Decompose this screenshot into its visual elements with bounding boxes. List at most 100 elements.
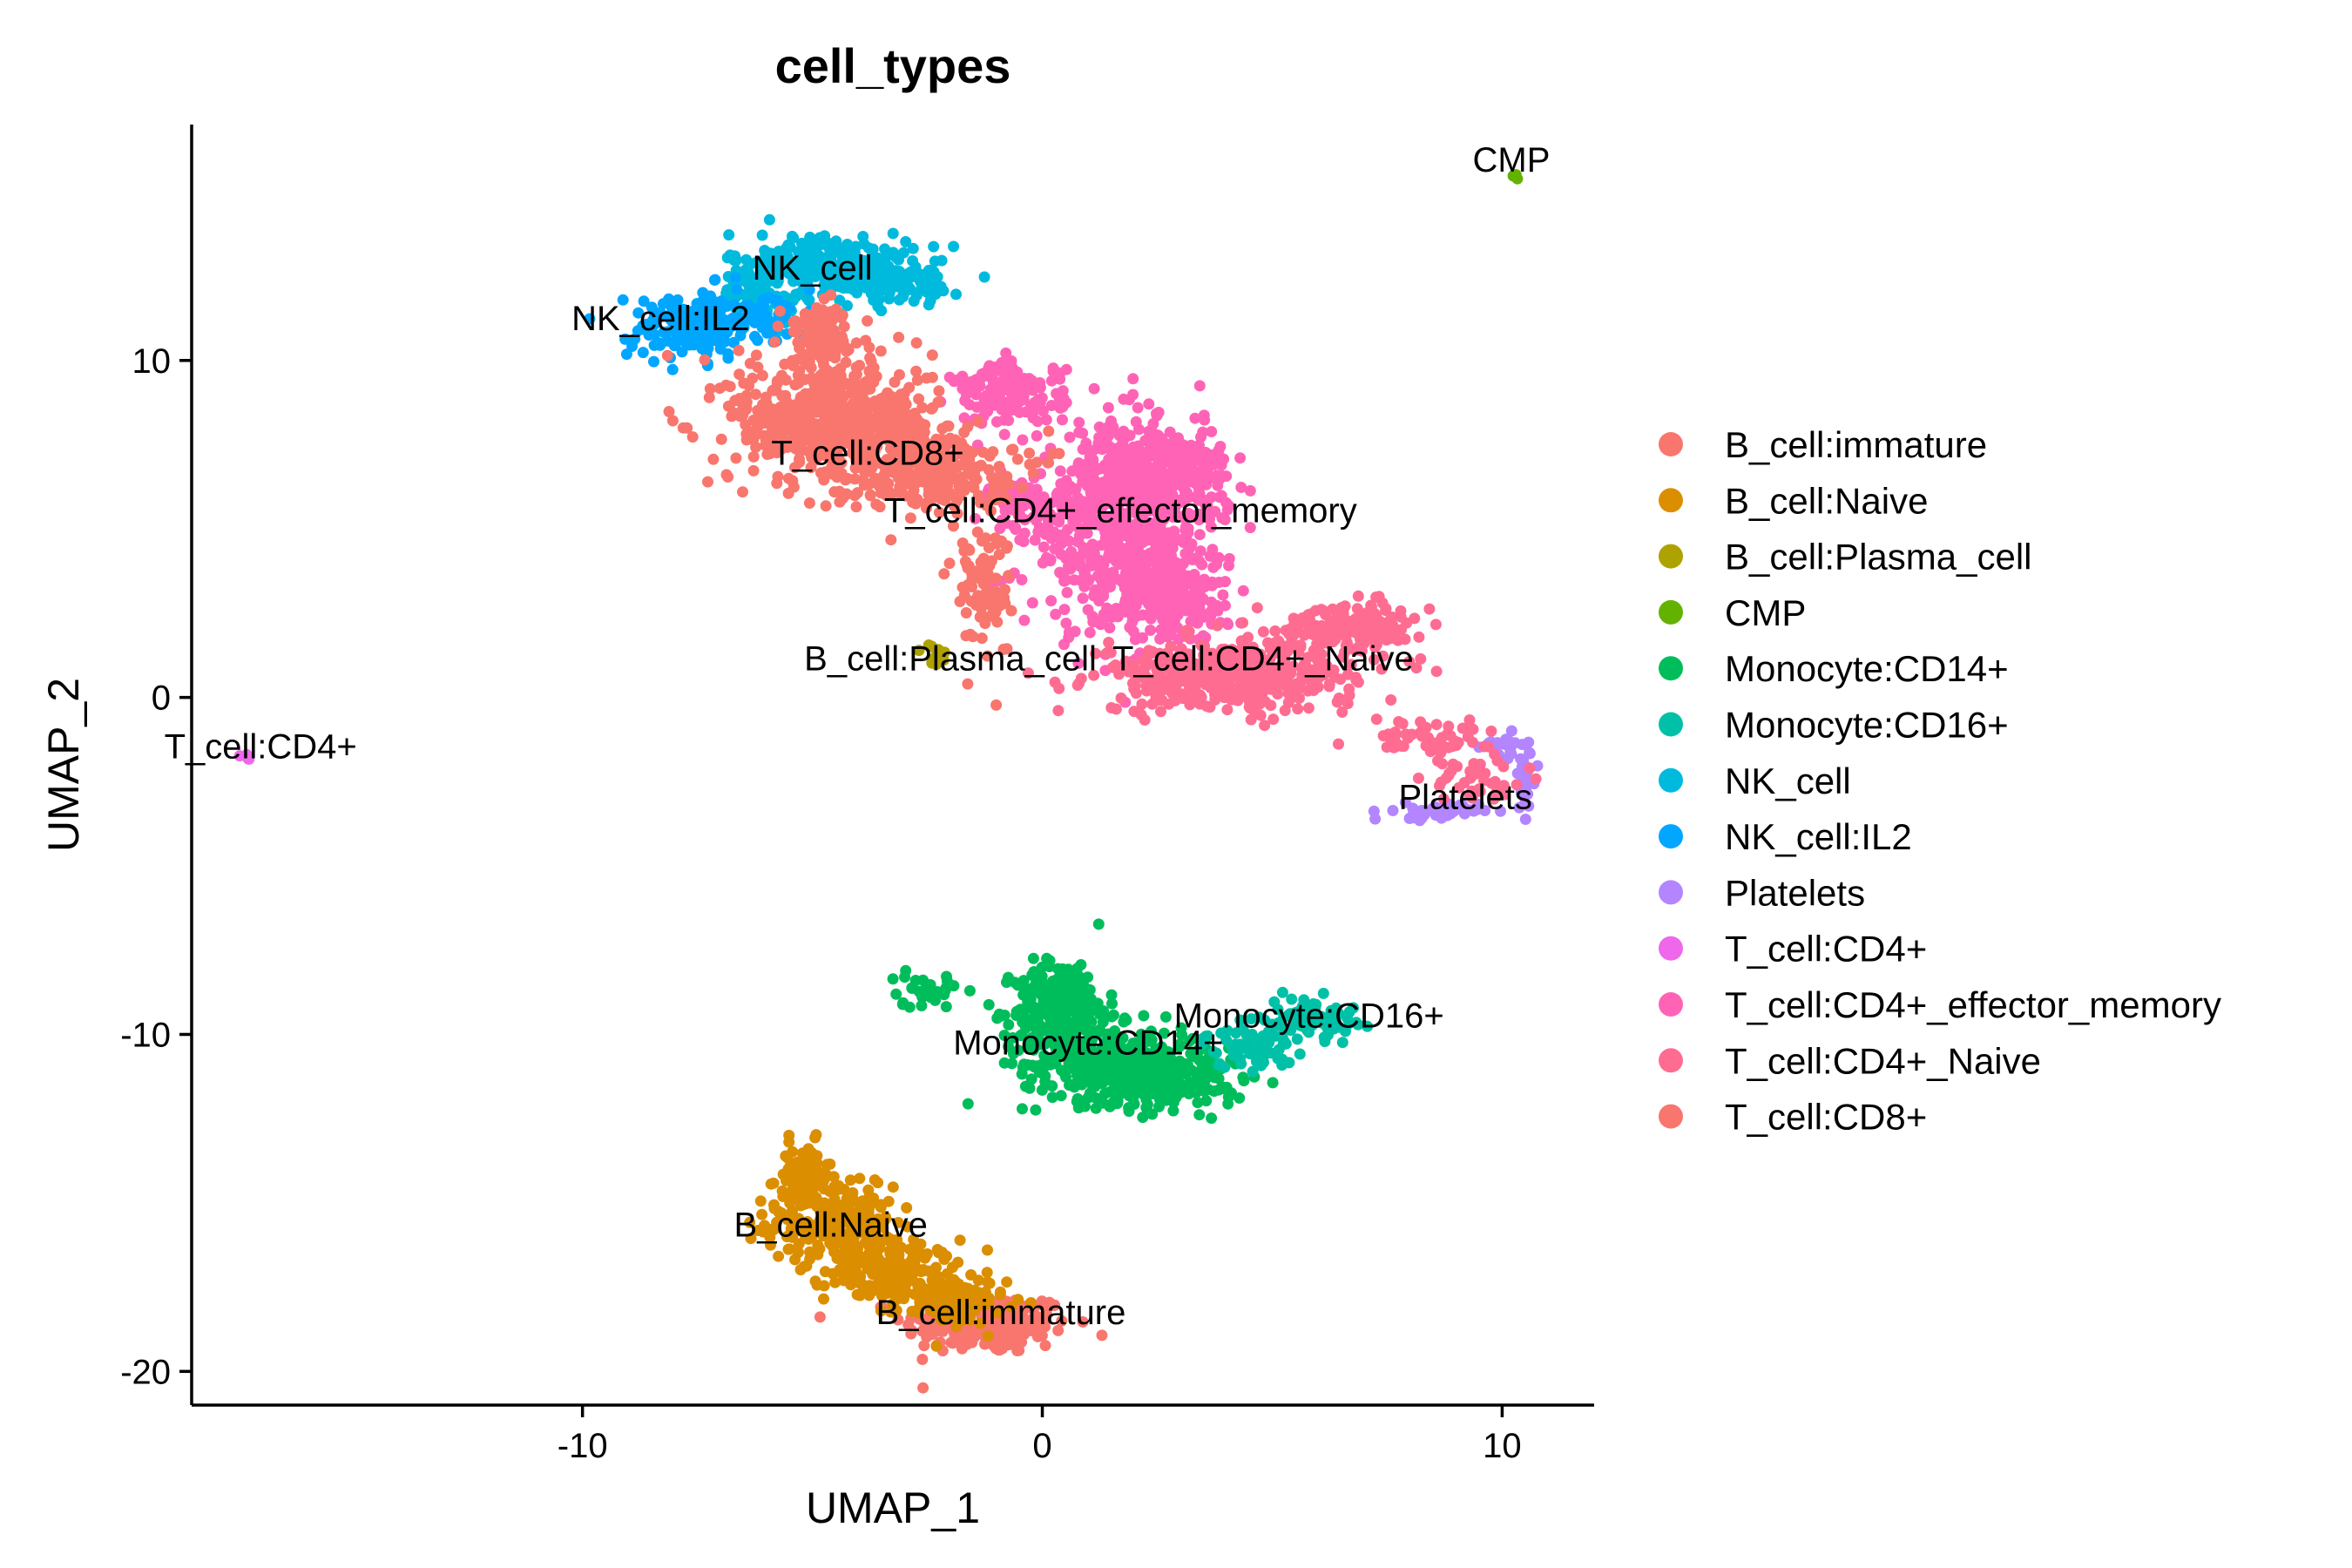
data-point [1372, 614, 1384, 626]
data-point [1196, 558, 1208, 571]
data-point [1017, 434, 1029, 446]
data-point [949, 1329, 961, 1342]
data-point [1174, 592, 1186, 605]
data-point [928, 240, 940, 253]
data-point [1227, 1050, 1240, 1062]
data-point [814, 232, 826, 244]
data-point [1183, 625, 1195, 638]
data-point [948, 240, 960, 253]
data-point [1117, 429, 1129, 442]
data-point [1123, 1105, 1135, 1118]
data-point [910, 337, 923, 349]
data-point [987, 1339, 999, 1351]
data-point [1385, 694, 1397, 706]
data-point [1168, 578, 1179, 590]
data-point [1079, 463, 1092, 476]
data-point [1028, 1311, 1040, 1323]
data-point [1084, 626, 1096, 639]
data-point [1077, 1316, 1089, 1328]
data-point [875, 345, 887, 357]
data-point [1040, 1305, 1052, 1317]
data-point [1034, 397, 1046, 409]
data-point [904, 283, 916, 295]
data-point [781, 1174, 792, 1186]
data-point [776, 369, 787, 382]
data-point [1013, 1330, 1025, 1342]
data-point [1115, 692, 1127, 704]
data-point [752, 335, 764, 347]
data-point [896, 1265, 908, 1277]
data-point [1021, 382, 1033, 394]
data-point [916, 990, 928, 1001]
data-point [1087, 444, 1099, 456]
data-point [750, 349, 762, 362]
data-point [1031, 1322, 1044, 1335]
data-point [940, 1001, 952, 1013]
data-point [1269, 625, 1281, 637]
data-point [1048, 1300, 1060, 1312]
data-point [845, 1257, 857, 1269]
data-point [921, 1248, 933, 1260]
data-point [1026, 406, 1038, 417]
data-point [1139, 435, 1152, 447]
data-point [1179, 548, 1192, 559]
data-point [1101, 602, 1113, 614]
data-point [814, 1214, 826, 1227]
series-b-cell-naive [744, 1129, 1037, 1352]
data-point [1336, 1037, 1348, 1049]
data-point [872, 287, 883, 300]
data-point [1402, 729, 1414, 741]
data-point [807, 1186, 819, 1199]
data-point [828, 1171, 840, 1183]
data-point [1102, 402, 1114, 414]
data-point [1077, 592, 1089, 605]
data-point [661, 349, 673, 362]
data-point [1333, 738, 1344, 750]
data-point [1073, 678, 1085, 690]
data-point [956, 1342, 968, 1355]
data-point [1093, 463, 1105, 475]
data-point [918, 1325, 929, 1337]
data-point [1166, 458, 1178, 470]
data-point [1037, 557, 1049, 569]
data-point [907, 242, 919, 254]
data-point [1096, 1329, 1108, 1342]
data-point [729, 272, 741, 284]
data-point [1497, 760, 1510, 773]
data-point [818, 1293, 829, 1305]
data-point [707, 453, 720, 465]
data-point [1078, 542, 1090, 553]
data-point [1252, 687, 1264, 700]
data-point [1110, 703, 1122, 715]
data-point [910, 365, 923, 377]
data-point [965, 1269, 977, 1281]
data-point [1152, 457, 1164, 470]
data-point [1193, 529, 1206, 541]
data-point [855, 1276, 867, 1288]
data-point [978, 271, 990, 283]
data-point [626, 341, 639, 352]
data-point [1294, 1048, 1306, 1060]
data-point [1166, 1089, 1178, 1101]
data-point [1212, 605, 1224, 617]
data-point [1193, 380, 1206, 392]
data-point [916, 274, 928, 286]
data-point [1465, 722, 1477, 734]
data-point [637, 347, 649, 359]
data-point [1176, 481, 1188, 493]
data-point [1143, 398, 1155, 410]
data-point [1163, 478, 1175, 490]
data-point [966, 1327, 978, 1339]
data-point [841, 1203, 854, 1215]
data-point [852, 1243, 863, 1255]
data-point [1092, 997, 1104, 1010]
data-point [1226, 693, 1238, 706]
data-point [1315, 619, 1328, 632]
data-point [1120, 1073, 1132, 1085]
data-point [1524, 762, 1536, 774]
data-point [769, 1222, 781, 1234]
data-point [797, 1224, 809, 1236]
data-point [866, 422, 878, 434]
data-point [1041, 952, 1053, 964]
data-point [703, 391, 715, 403]
